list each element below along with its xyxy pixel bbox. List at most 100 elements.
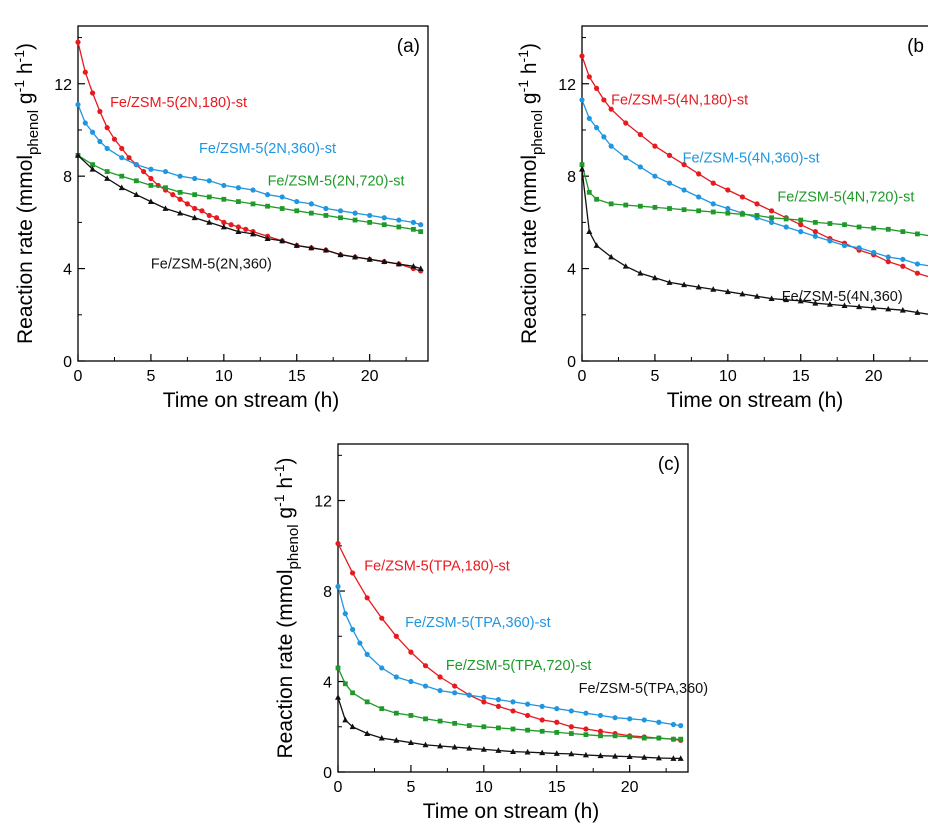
data-point-fe-zsm-5-tpa-360-st bbox=[524, 701, 531, 707]
data-point-fe-zsm-5-tpa-720-st bbox=[627, 734, 633, 740]
data-point-fe-zsm-5-2n-720-st bbox=[279, 206, 285, 211]
data-point-fe-zsm-5-4n-360-st bbox=[681, 187, 687, 193]
data-point-fe-zsm-5-4n-360-st bbox=[623, 155, 629, 161]
data-point-fe-zsm-5-tpa-360 bbox=[480, 746, 487, 752]
data-point-fe-zsm-5-4n-360-st bbox=[871, 249, 877, 256]
data-point-fe-zsm-5-2n-360-st bbox=[89, 129, 96, 135]
data-point-fe-zsm-5-2n-360 bbox=[147, 198, 154, 204]
data-point-fe-zsm-5-tpa-360 bbox=[378, 734, 385, 741]
data-point-fe-zsm-5-2n-720-st bbox=[411, 226, 416, 232]
data-point-fe-zsm-5-4n-360-st bbox=[768, 219, 775, 225]
data-point-fe-zsm-5-tpa-360-st bbox=[583, 710, 589, 716]
panel-tag: (b bbox=[907, 36, 924, 57]
x-tick-label: 15 bbox=[548, 779, 566, 796]
data-point-fe-zsm-5-tpa-360-st bbox=[612, 715, 618, 721]
data-point-fe-zsm-5-4n-360 bbox=[724, 288, 731, 295]
data-point-fe-zsm-5-2n-720-st bbox=[236, 199, 241, 204]
series-label-fe-zsm-5-2n-720-st: Fe/ZSM-5(2N,720)-st bbox=[268, 173, 405, 189]
x-tick-label: 20 bbox=[361, 368, 379, 385]
data-point-fe-zsm-5-2n-360 bbox=[264, 235, 271, 241]
y-tick-label: 12 bbox=[314, 494, 332, 511]
series-group-b bbox=[579, 53, 928, 315]
data-point-fe-zsm-5-2n-360-st bbox=[148, 166, 154, 172]
data-point-fe-zsm-5-tpa-720-st bbox=[612, 733, 618, 739]
data-point-fe-zsm-5-tpa-180-st bbox=[452, 683, 458, 689]
data-point-fe-zsm-5-tpa-360 bbox=[597, 752, 604, 759]
data-point-fe-zsm-5-4n-360-st bbox=[601, 134, 607, 140]
data-point-fe-zsm-5-tpa-360-st bbox=[466, 692, 472, 698]
data-point-fe-zsm-5-4n-720-st bbox=[579, 162, 585, 168]
y-axis-title-part: Reaction rate (mmol bbox=[14, 155, 37, 344]
data-point-fe-zsm-5-tpa-360-st bbox=[539, 703, 545, 710]
data-point-fe-zsm-5-4n-720-st bbox=[842, 222, 847, 228]
data-point-fe-zsm-5-4n-360 bbox=[856, 303, 863, 310]
data-point-fe-zsm-5-4n-180-st bbox=[710, 180, 716, 186]
data-point-fe-zsm-5-2n-180-st bbox=[235, 224, 242, 230]
series-line-fe-zsm-5-4n-360-st bbox=[581, 99, 928, 267]
data-point-fe-zsm-5-tpa-360-st bbox=[379, 665, 385, 671]
y-tick-label: 8 bbox=[323, 584, 332, 601]
data-point-fe-zsm-5-4n-360 bbox=[593, 242, 600, 248]
data-point-fe-zsm-5-2n-360 bbox=[206, 219, 213, 225]
data-point-fe-zsm-5-tpa-180-st bbox=[393, 633, 399, 639]
data-point-fe-zsm-5-tpa-720-st bbox=[525, 727, 530, 733]
data-point-fe-zsm-5-2n-360-st bbox=[396, 217, 402, 223]
series-label-fe-zsm-5-2n-180-st: Fe/ZSM-5(2N,180)-st bbox=[110, 95, 247, 111]
data-point-fe-zsm-5-2n-720-st bbox=[294, 208, 300, 214]
data-point-fe-zsm-5-4n-360-st bbox=[725, 205, 731, 212]
series-label-fe-zsm-5-2n-360: Fe/ZSM-5(2N,360) bbox=[151, 257, 272, 273]
data-point-fe-zsm-5-2n-360-st bbox=[162, 168, 169, 175]
data-point-fe-zsm-5-tpa-180-st bbox=[422, 663, 429, 669]
data-point-fe-zsm-5-2n-360 bbox=[293, 242, 300, 248]
data-point-fe-zsm-5-tpa-360 bbox=[437, 742, 444, 749]
data-point-fe-zsm-5-4n-180-st bbox=[812, 229, 818, 235]
data-point-fe-zsm-5-2n-180-st bbox=[213, 215, 220, 221]
data-point-fe-zsm-5-2n-180-st bbox=[104, 125, 110, 131]
data-point-fe-zsm-5-4n-180-st bbox=[681, 162, 687, 168]
data-point-fe-zsm-5-2n-360 bbox=[89, 166, 96, 172]
data-point-fe-zsm-5-tpa-360 bbox=[553, 750, 560, 756]
data-point-fe-zsm-5-4n-180-st bbox=[593, 85, 600, 91]
series-label-fe-zsm-5-4n-360-st: Fe/ZSM-5(4N,360)-st bbox=[683, 150, 820, 166]
data-point-fe-zsm-5-tpa-720-st bbox=[598, 733, 603, 739]
data-point-fe-zsm-5-4n-360 bbox=[870, 304, 877, 311]
series-label-fe-zsm-5-2n-360-st: Fe/ZSM-5(2N,360)-st bbox=[199, 141, 336, 157]
series-label-fe-zsm-5-4n-360: Fe/ZSM-5(4N,360) bbox=[782, 289, 903, 305]
data-point-fe-zsm-5-4n-720-st bbox=[652, 204, 658, 210]
data-point-fe-zsm-5-2n-360-st bbox=[221, 182, 227, 189]
data-point-fe-zsm-5-4n-360 bbox=[841, 302, 848, 308]
data-point-fe-zsm-5-4n-720-st bbox=[608, 201, 614, 207]
plot-frame-b bbox=[581, 25, 928, 362]
data-point-fe-zsm-5-4n-180-st bbox=[637, 131, 643, 138]
data-point-fe-zsm-5-tpa-360 bbox=[568, 750, 575, 757]
data-point-fe-zsm-5-4n-360 bbox=[739, 290, 746, 297]
data-point-fe-zsm-5-2n-360 bbox=[133, 191, 140, 198]
y-tick-label: 12 bbox=[558, 77, 576, 94]
data-point-fe-zsm-5-2n-360-st bbox=[308, 201, 314, 207]
data-point-fe-zsm-5-2n-360 bbox=[235, 228, 242, 235]
data-point-fe-zsm-5-4n-360 bbox=[885, 305, 892, 312]
data-point-fe-zsm-5-tpa-360-st bbox=[678, 723, 684, 729]
data-point-fe-zsm-5-4n-720-st bbox=[594, 196, 599, 202]
series-group-c bbox=[335, 540, 684, 761]
data-point-fe-zsm-5-4n-720-st bbox=[783, 216, 789, 222]
data-point-fe-zsm-5-4n-720-st bbox=[885, 226, 891, 232]
data-point-fe-zsm-5-tpa-360-st bbox=[364, 651, 370, 657]
x-tick-label: 10 bbox=[719, 368, 737, 385]
y-axis-title: Reaction rate (mmolphenol g-1 h-1) bbox=[271, 457, 302, 758]
data-point-fe-zsm-5-4n-720-st bbox=[754, 213, 760, 218]
data-point-fe-zsm-5-tpa-180-st bbox=[568, 724, 574, 730]
data-point-fe-zsm-5-4n-720-st bbox=[769, 215, 774, 221]
data-point-fe-zsm-5-2n-720-st bbox=[250, 201, 256, 207]
y-axis-title-part: -1 bbox=[515, 50, 531, 63]
data-point-fe-zsm-5-4n-180-st bbox=[739, 194, 746, 200]
data-point-fe-zsm-5-tpa-180-st bbox=[539, 717, 545, 723]
data-point-fe-zsm-5-4n-360-st bbox=[710, 201, 716, 207]
data-point-fe-zsm-5-4n-720-st bbox=[827, 221, 833, 226]
data-point-fe-zsm-5-4n-360-st bbox=[637, 164, 643, 170]
data-point-fe-zsm-5-4n-720-st bbox=[696, 208, 702, 214]
data-point-fe-zsm-5-2n-360-st bbox=[133, 162, 139, 168]
data-point-fe-zsm-5-4n-360 bbox=[586, 228, 593, 235]
data-point-fe-zsm-5-2n-180-st bbox=[119, 145, 125, 152]
series-line-fe-zsm-5-4n-360 bbox=[581, 169, 928, 315]
